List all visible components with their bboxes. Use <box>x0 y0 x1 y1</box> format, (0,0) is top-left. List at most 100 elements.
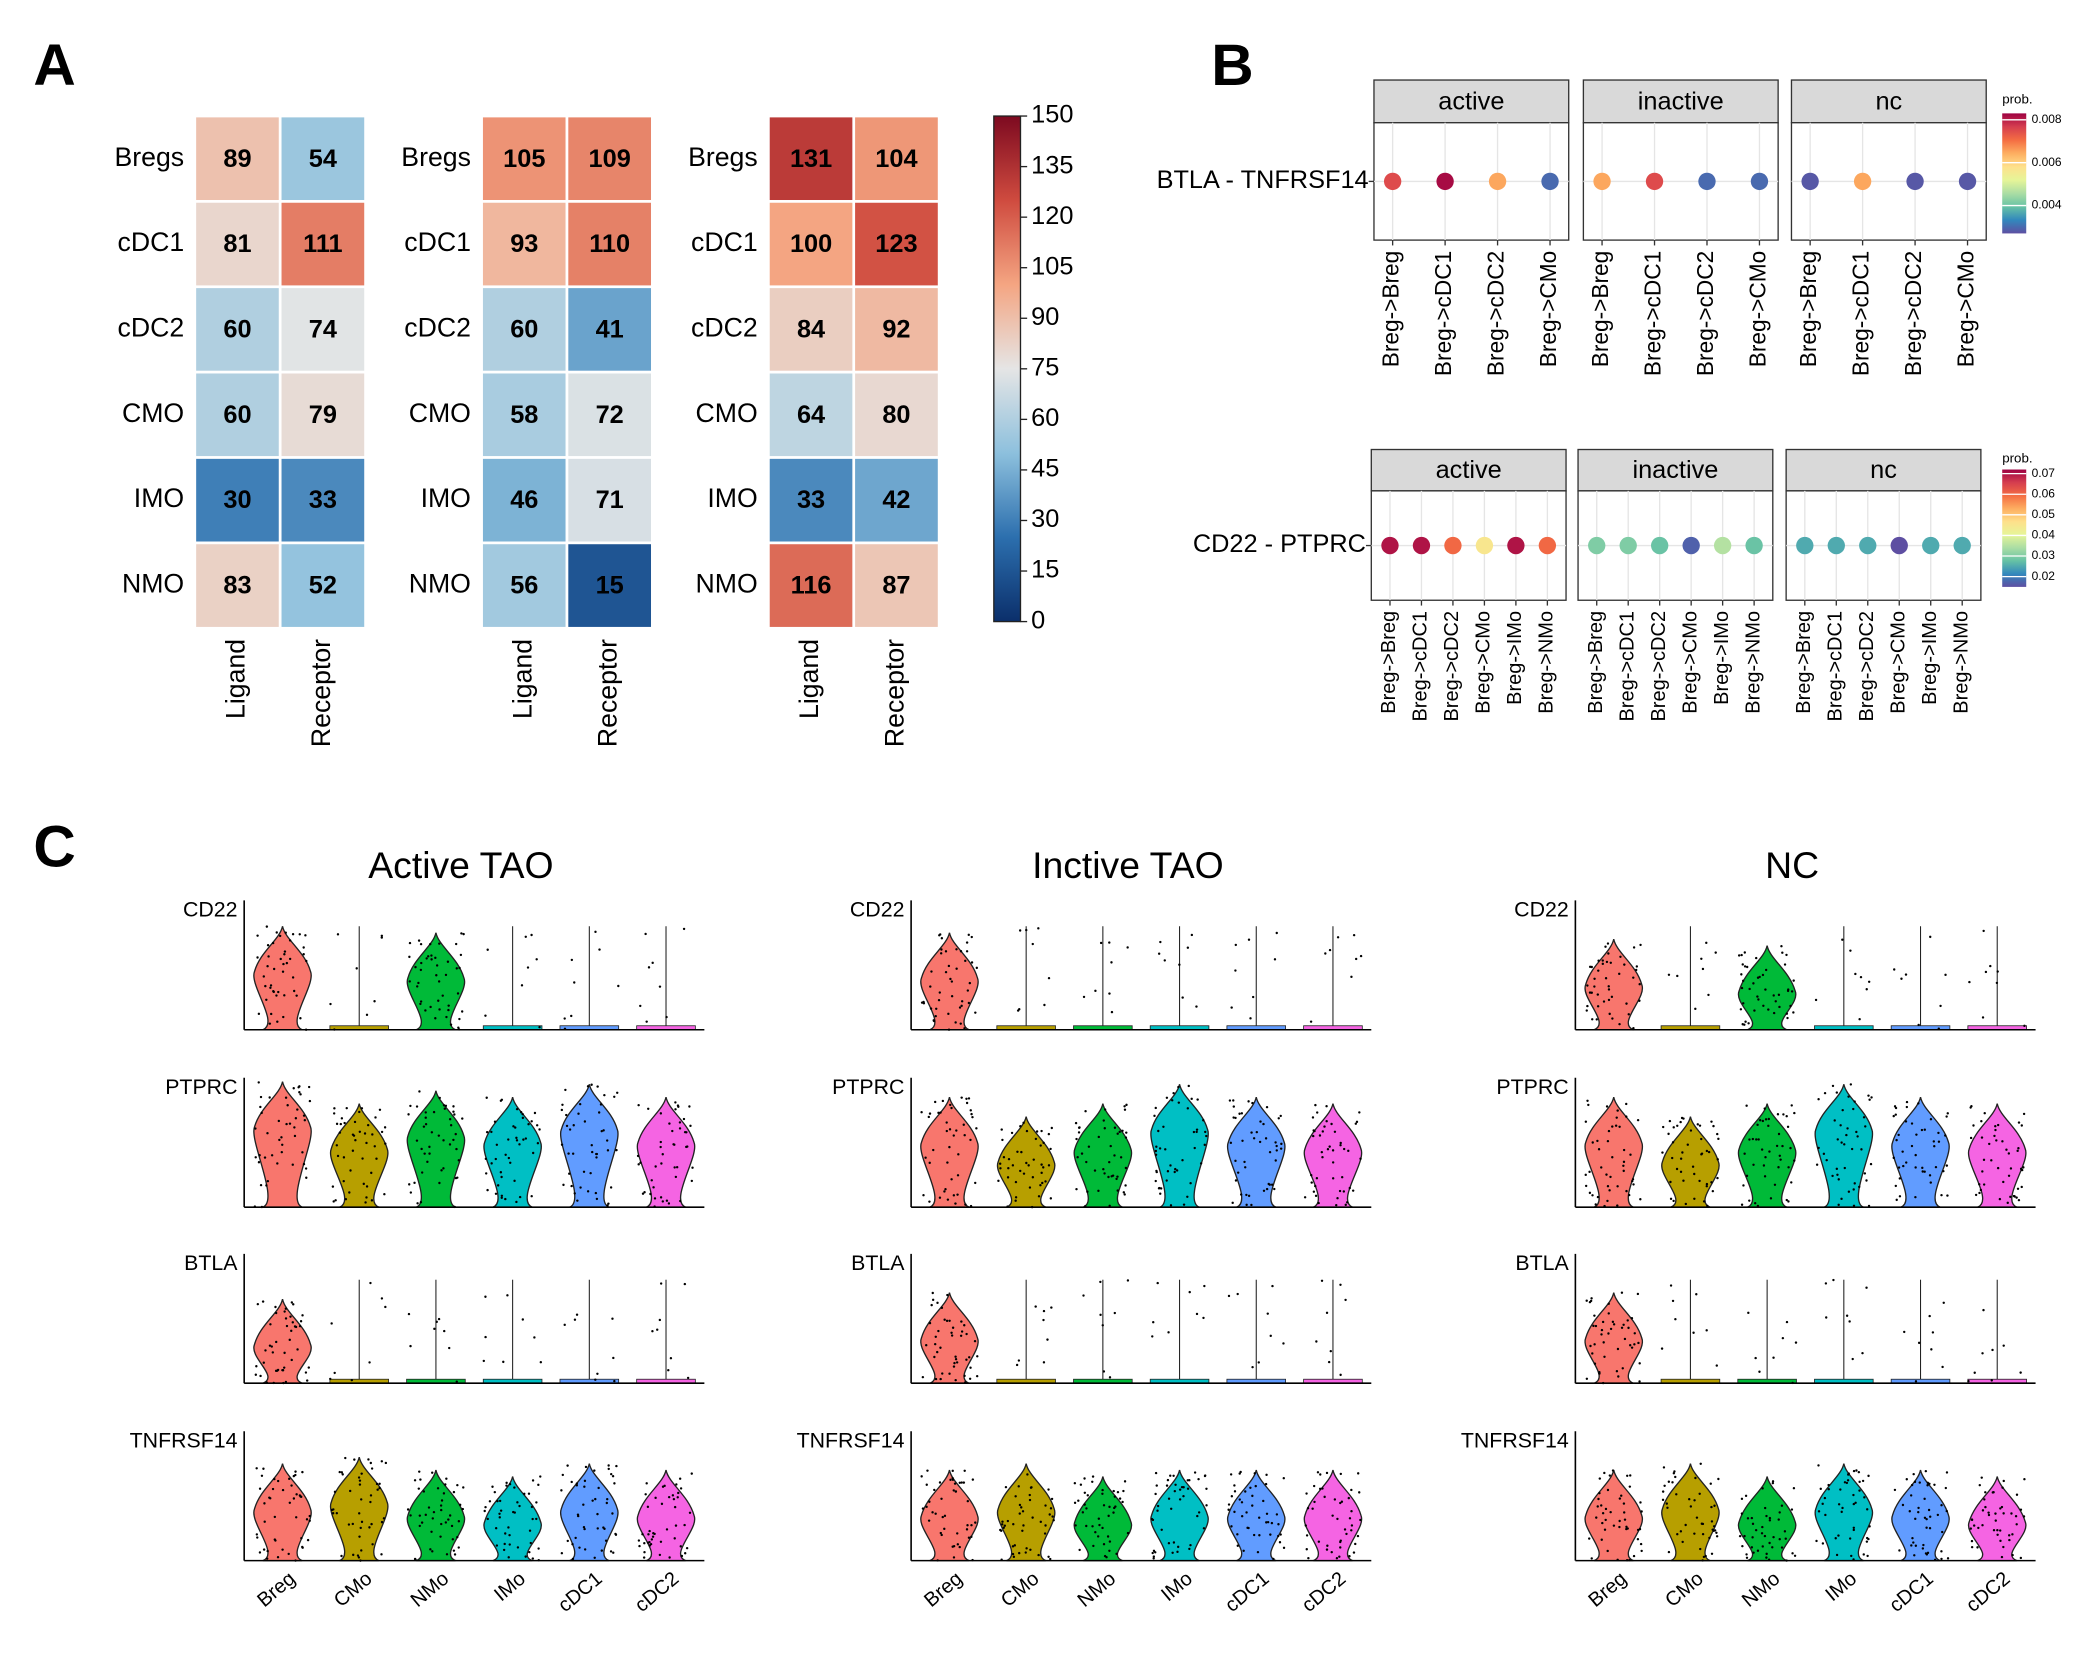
jitter-point <box>513 1511 516 1514</box>
gene-label: CD22 <box>1514 898 1569 922</box>
jitter-point <box>414 965 417 969</box>
jitter-point <box>437 999 440 1002</box>
jitter-point <box>2014 1514 2018 1518</box>
x-tick-label: cDC1 <box>1885 1568 1937 1617</box>
jitter-point <box>596 1527 599 1530</box>
jitter-point <box>1010 1131 1014 1135</box>
jitter-point <box>1688 1498 1691 1501</box>
jitter-point <box>1622 1169 1625 1173</box>
jitter-point <box>1182 1203 1186 1206</box>
jitter-point <box>1340 1500 1344 1503</box>
gene-label: CD22 <box>183 898 238 922</box>
jitter-point <box>1920 1128 1924 1132</box>
jitter-point <box>1193 1471 1197 1474</box>
jitter-point <box>1611 1156 1614 1159</box>
jitter-point <box>1241 1139 1244 1142</box>
jitter-point <box>960 1330 964 1333</box>
jitter-point <box>407 1312 411 1316</box>
jitter-point <box>519 1111 523 1114</box>
jitter-point <box>929 1007 933 1010</box>
jitter-point <box>1755 1138 1758 1141</box>
jitter-point <box>1604 977 1608 980</box>
jitter-point <box>1190 933 1194 937</box>
jitter-point <box>2017 1198 2021 1202</box>
jitter-point <box>1669 1180 1672 1184</box>
jitter-point <box>962 1123 965 1126</box>
jitter-point <box>1175 1169 1179 1172</box>
jitter-point <box>1186 1479 1189 1482</box>
jitter-point <box>455 1380 458 1383</box>
jitter-point <box>283 1351 286 1355</box>
jitter-point <box>647 1107 650 1110</box>
x-tick-label: Breg <box>253 1568 300 1612</box>
jitter-point <box>965 950 969 953</box>
jitter-point <box>1097 1135 1100 1139</box>
colorbar-tick-label: 135 <box>1031 151 1073 179</box>
jitter-point <box>1154 1492 1157 1496</box>
jitter-point <box>1314 1103 1317 1107</box>
jitter-point <box>283 950 287 953</box>
jitter-point <box>429 1548 432 1551</box>
jitter-point <box>1107 1175 1110 1179</box>
jitter-point <box>616 1091 619 1094</box>
dot <box>1436 172 1454 191</box>
jitter-point <box>1154 1153 1158 1156</box>
jitter-point <box>260 1111 263 1115</box>
jitter-point <box>456 1483 459 1487</box>
jitter-point <box>639 1004 642 1008</box>
jitter-point <box>1600 1166 1603 1169</box>
jitter-point <box>268 1022 272 1025</box>
jitter-point <box>360 1472 363 1475</box>
jitter-point <box>1717 1137 1720 1141</box>
jitter-point <box>1993 1134 1996 1138</box>
jitter-point <box>419 942 423 946</box>
jitter-point <box>1115 1552 1118 1556</box>
jitter-point <box>500 1194 504 1198</box>
jitter-point <box>438 1181 441 1185</box>
jitter-point <box>1847 1473 1850 1476</box>
jitter-point <box>262 1361 265 1364</box>
jitter-point <box>638 1544 641 1548</box>
jitter-point <box>1761 1119 1765 1123</box>
jitter-point <box>1845 1314 1849 1317</box>
jitter-point <box>1336 1196 1339 1200</box>
jitter-point <box>1638 1362 1641 1365</box>
jitter-point <box>259 1105 262 1109</box>
jitter-point <box>1790 1104 1793 1107</box>
jitter-point <box>1269 1334 1272 1338</box>
jitter-point <box>302 1114 306 1117</box>
jitter-point <box>1602 1341 1605 1344</box>
violin <box>636 1469 696 1562</box>
violin <box>1226 1096 1286 1208</box>
jitter-point <box>1593 985 1596 988</box>
jitter-point <box>281 970 285 973</box>
x-tick-label: Breg->NMo <box>1742 611 1764 714</box>
jitter-point <box>1275 931 1278 935</box>
jitter-point <box>458 1503 462 1507</box>
jitter-point <box>298 1494 302 1497</box>
jitter-point <box>522 1138 525 1141</box>
jitter-point <box>1661 1125 1665 1129</box>
jitter-point <box>408 955 411 959</box>
jitter-point <box>526 966 530 969</box>
jitter-point <box>947 964 951 968</box>
jitter-point <box>1698 1124 1702 1127</box>
jitter-point <box>937 1111 940 1115</box>
jitter-point <box>1259 1120 1262 1123</box>
jitter-point <box>1979 1188 1983 1192</box>
jitter-point <box>1591 1194 1594 1197</box>
jitter-point <box>1917 1506 1920 1510</box>
jitter-point <box>1821 1542 1825 1545</box>
jitter-point <box>1325 1120 1328 1123</box>
jitter-point <box>1791 1552 1794 1555</box>
jitter-point <box>1972 1524 1976 1527</box>
facet-label: inactive <box>1638 87 1724 115</box>
jitter-point <box>1612 1323 1616 1326</box>
jitter-point <box>445 1553 449 1556</box>
jitter-point <box>430 954 433 957</box>
dot <box>1412 536 1431 555</box>
jitter-point <box>606 1149 610 1152</box>
jitter-point <box>1348 1555 1351 1558</box>
row-label: cDC1 <box>117 227 184 257</box>
jitter-point <box>454 942 458 946</box>
